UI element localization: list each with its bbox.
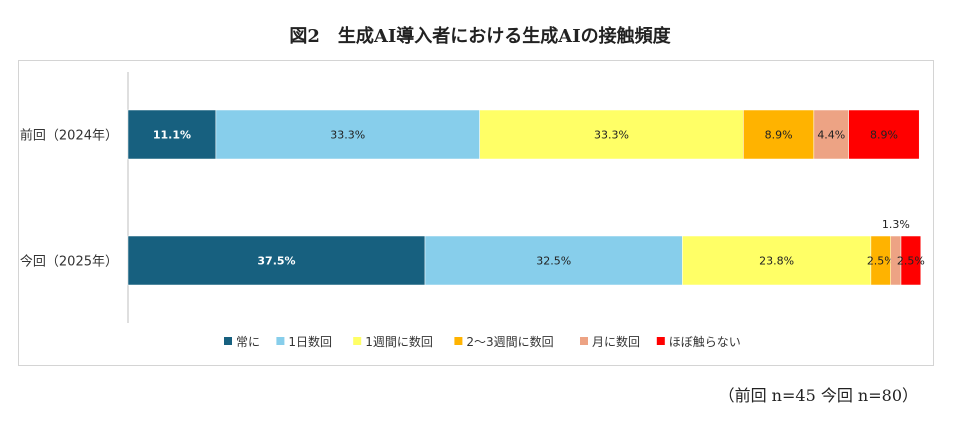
legend-label: 1週間に数回 [365,334,433,349]
legend-label: 月に数回 [592,334,640,349]
legend-label: 2〜3週間に数回 [466,334,553,349]
data-label: 1.3% [882,218,910,231]
legend-label: 常に [236,335,260,349]
data-label: 4.4% [817,129,845,142]
legend-swatch [454,337,463,345]
data-label: 8.9% [765,129,793,142]
category-label: 今回（2025年） [20,254,118,270]
sample-size-note: （前回 n=45 今回 n=80） [718,386,918,405]
bar-segment [813,109,849,160]
bar-segment [127,235,426,286]
bar-segment [682,235,872,286]
data-label: 23.8% [759,255,794,268]
legend-label: 1日数回 [288,334,332,349]
data-label: 8.9% [870,129,898,142]
data-label: 33.3% [594,129,629,142]
bar-segment [479,109,744,160]
category-label: 前回（2024年） [20,128,118,144]
bar-segment [848,109,920,160]
legend-swatch [276,337,285,345]
chart-frame [18,60,934,366]
bar-segment [215,109,480,160]
data-label: 2.5% [897,255,925,268]
data-label: 11.1% [153,129,191,142]
bar-segment [900,235,922,286]
legend-swatch [224,337,232,345]
bar-segment [127,109,217,160]
data-label: 32.5% [536,255,571,268]
legend-swatch [353,337,362,345]
chart-title: 図2 生成AI導入者における生成AIの接触頻度 [289,26,671,47]
bar-segment [743,109,815,160]
data-label: 33.3% [330,129,365,142]
legend-label: ほぼ触らない [669,335,741,349]
data-label: 37.5% [257,255,295,268]
legend-swatch [580,337,588,345]
data-label: 2.5% [867,255,895,268]
legend-swatch [656,337,665,345]
